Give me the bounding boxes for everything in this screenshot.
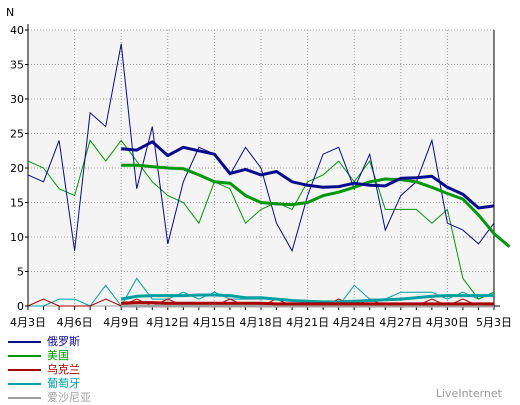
x-tick-label: 4月6日	[57, 316, 93, 329]
x-tick-label: 4月30日	[426, 316, 469, 329]
legend-item: 俄罗斯	[8, 335, 328, 349]
y-axis-label: N	[6, 6, 14, 19]
series-average-line-2	[121, 301, 494, 306]
legend-swatch	[8, 341, 41, 343]
series-average-line-0	[121, 140, 495, 210]
x-tick-label: 4月27日	[379, 316, 422, 329]
y-tick-label: 10	[10, 231, 24, 244]
legend: 俄罗斯 美国 乌克兰 葡萄牙 爱沙尼亚	[8, 335, 328, 405]
y-tick-label: 5	[17, 266, 24, 279]
x-tick-label: 4月18日	[240, 316, 283, 329]
legend-swatch	[8, 369, 41, 371]
series-daily-line-1	[27, 139, 495, 300]
x-tick-label: 4月9日	[103, 316, 139, 329]
y-tick-label: 35	[10, 59, 24, 72]
legend-item: 乌克兰	[8, 363, 328, 377]
x-tick-label: 5月3日	[476, 316, 512, 329]
legend-label: 乌克兰	[47, 363, 80, 376]
series-average-line-1	[121, 163, 511, 248]
series-lines	[27, 43, 511, 308]
legend-label: 爱沙尼亚	[47, 391, 91, 404]
legend-label: 美国	[47, 349, 69, 362]
y-tick-label: 40	[10, 24, 24, 37]
legend-swatch	[8, 383, 41, 385]
legend-label: 俄罗斯	[47, 335, 80, 348]
legend-swatch	[8, 355, 41, 357]
x-tick-label: 4月15日	[193, 316, 236, 329]
y-tick-label: 30	[10, 93, 24, 106]
x-tick-label: 4月24日	[333, 316, 376, 329]
x-tick-label: 4月21日	[286, 316, 329, 329]
legend-label: 葡萄牙	[47, 377, 80, 390]
legend-item: 爱沙尼亚	[8, 391, 328, 405]
legend-item: 葡萄牙	[8, 377, 328, 391]
legend-swatch	[8, 397, 41, 399]
y-tick-label: 25	[10, 128, 24, 141]
line-chart: 0 5 10 15 20 25 30 35 40 4月3日 4月6日 4月9日 4月12日 4月15日 4月…	[6, 6, 512, 329]
x-tick-label: 4月12日	[146, 316, 189, 329]
legend-item: 美国	[8, 349, 328, 363]
y-tick-label: 20	[10, 162, 24, 175]
axes: 0 5 10 15 20 25 30 35 40 4月3日 4月6日 4月9日 4月12日 4月15日 4月…	[10, 24, 512, 329]
y-tick-label: 15	[10, 197, 24, 210]
series-average-line-3	[120, 293, 494, 304]
x-tick-label: 4月3日	[10, 316, 46, 329]
y-tick-label: 0	[17, 300, 24, 313]
liveinternet-watermark: LiveInternet	[435, 387, 502, 400]
